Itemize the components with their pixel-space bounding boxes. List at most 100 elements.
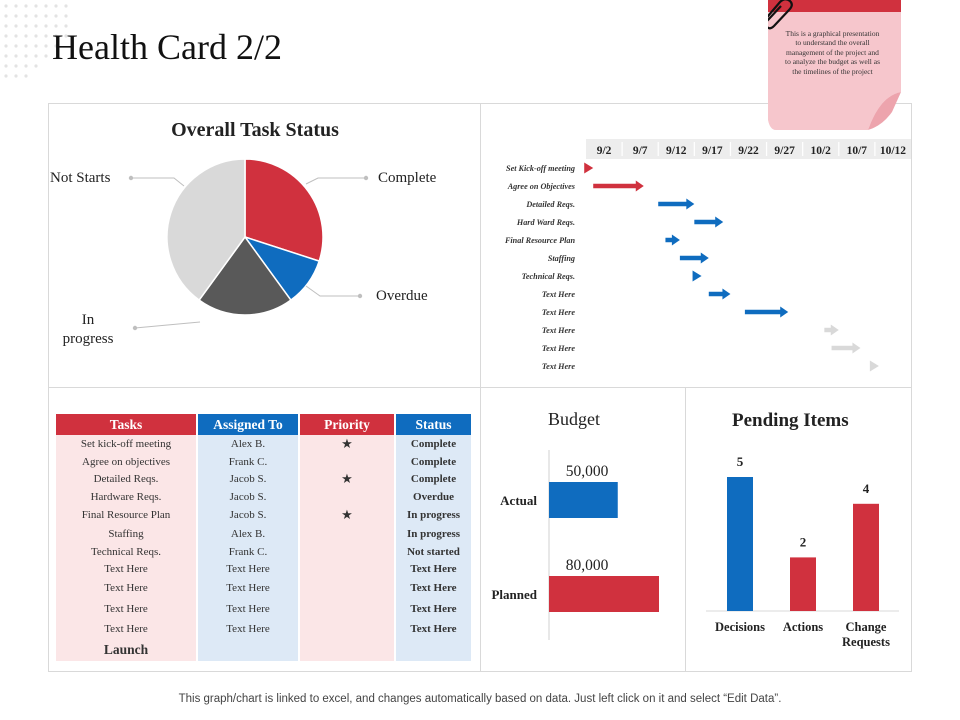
dot (64, 14, 68, 18)
gantt-date-tick: 10/2 (810, 145, 831, 157)
assigned-cell: Alex B. (198, 525, 298, 543)
gantt-task-label: Detailed Reqs. (525, 200, 575, 209)
star-icon: ★ (300, 470, 394, 488)
divider-horizontal (48, 387, 912, 388)
dot (14, 64, 18, 68)
assigned-cell: Text Here (198, 619, 298, 639)
pending-bar-change-requests (853, 503, 879, 611)
dot (44, 24, 48, 28)
table-row: Text Here Text Here Text Here (56, 619, 471, 639)
gantt-date-tick: 9/7 (633, 145, 648, 157)
dot (14, 14, 18, 18)
star-icon: ★ (300, 505, 394, 525)
dot (4, 44, 8, 48)
gantt-arrow (831, 342, 861, 354)
gantt-arrow (679, 252, 709, 264)
sticky-note (768, 0, 901, 130)
task-cell: Detailed Reqs. (56, 470, 196, 488)
dot (24, 4, 28, 8)
task-cell: Staffing (56, 525, 196, 543)
pie-leader-dot (132, 325, 138, 331)
gantt-task-label: Hard Ward Reqs. (516, 218, 575, 227)
priority-cell (300, 543, 394, 560)
assigned-cell: Frank C. (198, 453, 298, 470)
table-row: Detailed Reqs. Jacob S. ★ Complete (56, 470, 471, 488)
table-row: Agree on objectives Frank C. Complete (56, 453, 471, 470)
dot (14, 24, 18, 28)
pending-category-label: Decisions (715, 620, 765, 634)
table-row: Hardware Reqs. Jacob S. Overdue (56, 488, 471, 505)
budget-category-label: Actual (500, 493, 537, 508)
divider-vertical-lower (685, 388, 686, 672)
dot (34, 64, 38, 68)
gantt-task-label: Text Here (542, 308, 575, 317)
dot (4, 24, 8, 28)
priority-cell (300, 577, 394, 598)
budget-category-label: Planned (491, 587, 537, 602)
gantt-date-tick: 9/22 (738, 145, 759, 157)
note-text: This is a graphical presentation to unde… (785, 29, 880, 76)
gantt-arrow (692, 270, 702, 282)
gantt-task-label: Text Here (542, 344, 575, 353)
page-title: Health Card 2/2 (52, 27, 282, 67)
budget-value-label: 50,000 (566, 463, 609, 480)
task-cell: Technical Reqs. (56, 543, 196, 560)
table-row: Final Resource Plan Jacob S. ★ In progress (56, 505, 471, 525)
status-cell: Complete (396, 435, 471, 453)
dot (14, 4, 18, 8)
assigned-cell: Jacob S. (198, 470, 298, 488)
pending-value-label: 5 (737, 454, 744, 469)
dot (54, 4, 58, 8)
status-cell: In progress (396, 525, 471, 543)
budget-title: Budget (548, 409, 600, 429)
dot-pattern (4, 4, 68, 78)
dot (4, 64, 8, 68)
table-row: Text Here Text Here Text Here (56, 560, 471, 577)
status-cell: Overdue (396, 488, 471, 505)
task-table: Tasks Assigned To Priority Status Set ki… (56, 414, 471, 661)
pending-items-title: Pending Items (732, 410, 849, 431)
pie-leader-line (305, 285, 360, 297)
pending-value-label: 4 (863, 481, 870, 496)
dot (64, 24, 68, 28)
header-status: Status (396, 414, 471, 435)
dot (44, 44, 48, 48)
gantt-arrow (694, 216, 724, 228)
gantt-date-tick: 9/27 (774, 145, 795, 157)
status-cell: Text Here (396, 598, 471, 619)
dot (24, 14, 28, 18)
pie-leader-dot (128, 175, 134, 181)
gantt-chart: 9/2 9/7 9/12 9/17 9/22 9/27 10/2 10/7 10/12 Set K… (504, 139, 911, 372)
status-cell: Not started (396, 543, 471, 560)
dot (54, 34, 58, 38)
status-cell: Text Here (396, 577, 471, 598)
dot (34, 24, 38, 28)
status-cell: Complete (396, 470, 471, 488)
task-table-header: Tasks Assigned To Priority Status (56, 414, 471, 435)
pie-leader-dot (357, 293, 363, 299)
priority-cell (300, 488, 394, 505)
assigned-cell: Text Here (198, 598, 298, 619)
dot (34, 14, 38, 18)
task-cell: Hardware Reqs. (56, 488, 196, 505)
dot (4, 34, 8, 38)
priority-cell (300, 560, 394, 577)
gantt-task-label: Text Here (542, 290, 575, 299)
gantt-arrow (658, 198, 695, 210)
header-priority: Priority (300, 414, 394, 435)
gantt-date-tick: 9/2 (597, 145, 612, 157)
table-row: Set kick-off meeting Alex B. ★ Complete (56, 435, 471, 453)
gantt-task-label: Final Resource Plan (504, 236, 576, 245)
assigned-cell: Frank C. (198, 543, 298, 560)
pie-leader-line (305, 177, 366, 185)
gantt-date-tick: 10/12 (880, 145, 906, 157)
assigned-cell: Text Here (198, 577, 298, 598)
dot (54, 24, 58, 28)
footer-note: This graph/chart is linked to excel, and… (178, 693, 782, 705)
dot (24, 74, 28, 78)
task-cell: Text Here (56, 619, 196, 639)
priority-cell (300, 453, 394, 470)
dot (4, 14, 8, 18)
task-cell: Agree on objectives (56, 453, 196, 470)
pending-bar-actions (790, 557, 816, 611)
